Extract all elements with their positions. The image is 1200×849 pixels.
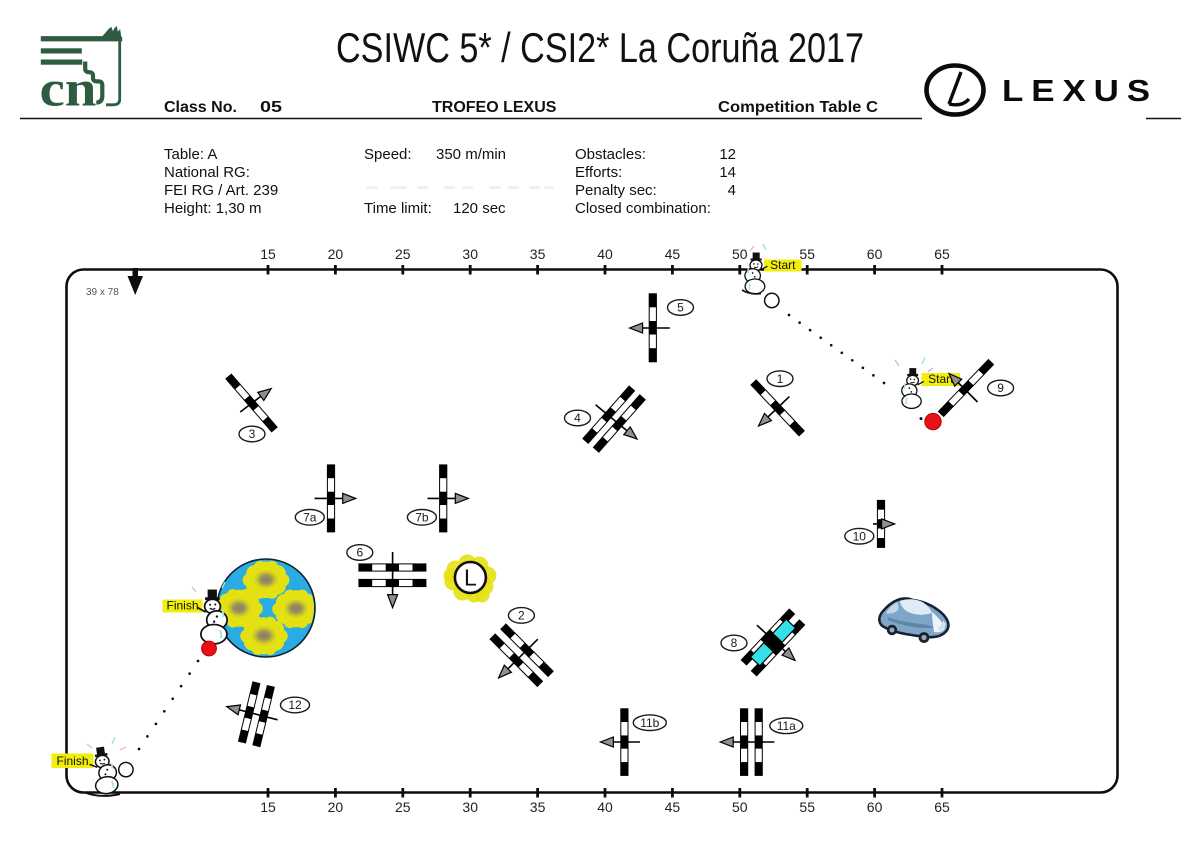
svg-text:55: 55 (799, 246, 815, 262)
svg-text:10: 10 (853, 529, 867, 543)
svg-text:11a: 11a (777, 719, 796, 733)
svg-text:Finish: Finish (56, 754, 88, 768)
svg-text:15: 15 (260, 799, 276, 815)
svg-text:30: 30 (462, 246, 478, 262)
svg-text:40: 40 (597, 246, 613, 262)
svg-text:Time limit:: Time limit: (364, 200, 432, 217)
svg-text:14: 14 (719, 164, 736, 181)
svg-text:1: 1 (777, 372, 784, 386)
svg-text:50: 50 (732, 799, 748, 815)
svg-text:40: 40 (597, 799, 613, 815)
svg-text:cn: cn (40, 62, 97, 118)
svg-text:2: 2 (518, 609, 525, 623)
svg-text:55: 55 (799, 799, 815, 815)
svg-text:50: 50 (732, 246, 748, 262)
svg-text:4: 4 (574, 411, 581, 425)
svg-text:Efforts:: Efforts: (575, 164, 622, 181)
svg-text:FEI RG / Art. 239: FEI RG / Art. 239 (164, 182, 278, 199)
svg-text:3: 3 (249, 427, 256, 441)
svg-text:CSIWC 5* / CSI2* La Coruña 201: CSIWC 5* / CSI2* La Coruña 2017 (336, 24, 864, 71)
svg-text:25: 25 (395, 246, 411, 262)
svg-text:60: 60 (867, 246, 883, 262)
svg-text:Table: A: Table: A (164, 146, 217, 163)
svg-text:Height: 1,30 m: Height: 1,30 m (164, 200, 262, 217)
svg-text:60: 60 (867, 799, 883, 815)
svg-text:120 sec: 120 sec (453, 200, 506, 217)
svg-text:6: 6 (356, 546, 363, 560)
svg-text:9: 9 (997, 381, 1004, 395)
svg-text:5: 5 (677, 301, 684, 315)
svg-text:Closed combination:: Closed combination: (575, 200, 711, 217)
svg-text:35: 35 (530, 246, 546, 262)
svg-text:15: 15 (260, 246, 276, 262)
svg-text:65: 65 (934, 246, 950, 262)
svg-text:35: 35 (530, 799, 546, 815)
svg-text:30: 30 (462, 799, 478, 815)
svg-text:Competition Table C: Competition Table C (718, 99, 878, 116)
svg-text:65: 65 (934, 799, 950, 815)
svg-text:Finish: Finish (166, 599, 198, 613)
svg-text:Obstacles:: Obstacles: (575, 146, 646, 163)
svg-text:Start: Start (928, 372, 954, 386)
svg-text:National RG:: National RG: (164, 164, 250, 181)
svg-text:25: 25 (395, 799, 411, 815)
svg-text:45: 45 (665, 799, 681, 815)
svg-text:Start: Start (770, 258, 796, 272)
svg-text:7b: 7b (415, 510, 429, 524)
svg-text:Penalty sec:: Penalty sec: (575, 182, 657, 199)
svg-text:20: 20 (328, 799, 344, 815)
svg-text:12: 12 (719, 146, 736, 163)
svg-text:12: 12 (288, 698, 302, 712)
svg-text:TROFEO LEXUS: TROFEO LEXUS (432, 99, 557, 116)
svg-text:L: L (464, 565, 477, 591)
svg-text:7a: 7a (303, 510, 317, 524)
svg-text:05: 05 (260, 99, 282, 116)
svg-text:Class No.: Class No. (164, 99, 237, 116)
svg-text:45: 45 (665, 246, 681, 262)
svg-text:4: 4 (728, 182, 736, 199)
svg-text:39 x 78: 39 x 78 (86, 287, 119, 298)
svg-text:11b: 11b (640, 716, 659, 730)
svg-text:LEXUS: LEXUS (1002, 73, 1158, 108)
svg-text:350 m/min: 350 m/min (436, 146, 506, 163)
svg-text:8: 8 (731, 636, 738, 650)
svg-text:Speed:: Speed: (364, 146, 412, 163)
svg-text:20: 20 (328, 246, 344, 262)
